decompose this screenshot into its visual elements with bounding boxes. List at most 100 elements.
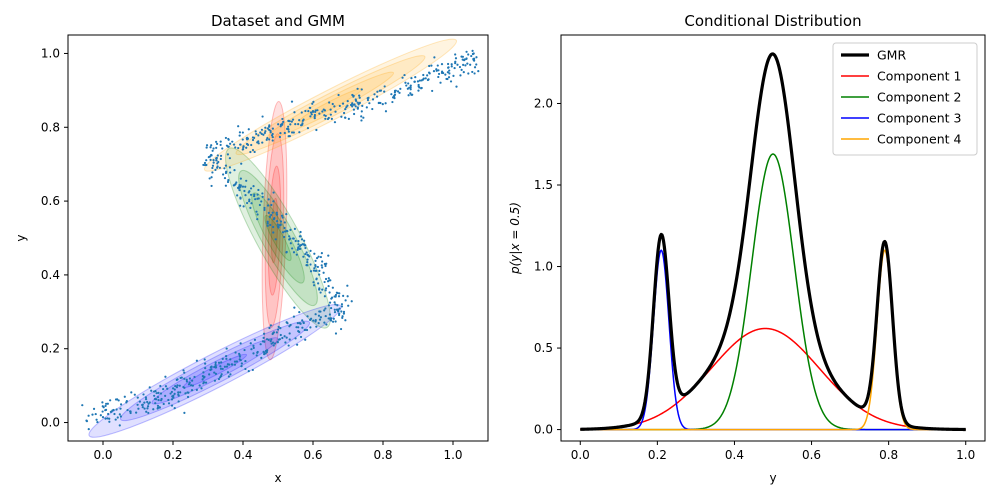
scatter-point <box>272 225 275 229</box>
scatter-point <box>112 408 115 412</box>
scatter-point <box>215 142 219 145</box>
scatter-point <box>159 384 162 388</box>
scatter-point <box>306 127 310 130</box>
scatter-point <box>409 84 412 87</box>
scatter-point <box>391 100 394 104</box>
scatter-point <box>159 399 163 402</box>
scatter-point <box>409 88 412 91</box>
scatter-point <box>428 72 431 75</box>
scatter-point <box>470 54 473 58</box>
scatter-point <box>344 107 347 111</box>
scatter-point <box>233 363 237 366</box>
scatter-point <box>239 342 242 345</box>
right-y-tick-label: 0.5 <box>534 341 553 355</box>
scatter-point <box>164 385 168 388</box>
scatter-point <box>452 74 455 77</box>
scatter-point <box>324 289 327 292</box>
scatter-point <box>472 52 475 55</box>
scatter-point <box>191 379 194 382</box>
scatter-point <box>277 226 280 229</box>
scatter-point <box>289 228 292 231</box>
scatter-point <box>261 192 264 195</box>
scatter-point <box>450 65 453 68</box>
scatter-point <box>312 100 315 103</box>
scatter-point <box>279 223 282 227</box>
scatter-point <box>256 213 259 216</box>
left-chart-title: Dataset and GMM <box>211 12 345 30</box>
scatter-point <box>318 318 322 321</box>
scatter-point <box>145 410 148 413</box>
scatter-point <box>473 66 477 69</box>
scatter-point <box>169 392 172 395</box>
scatter-point <box>298 311 301 314</box>
scatter-point <box>214 366 217 369</box>
legend-label: GMR <box>877 48 906 63</box>
scatter-point <box>272 344 275 347</box>
scatter-point <box>344 299 347 302</box>
scatter-point <box>327 304 331 307</box>
left-chart: Dataset and GMM 0.0 0.2 0.4 0.6 0.8 1.0 0.00.… <box>14 12 489 485</box>
scatter-point <box>254 198 257 201</box>
scatter-point <box>244 367 247 371</box>
scatter-point <box>477 69 480 73</box>
scatter-point <box>319 316 322 319</box>
scatter-point <box>170 398 174 401</box>
scatter-point <box>276 328 280 331</box>
scatter-point <box>437 69 440 72</box>
scatter-point <box>129 410 132 413</box>
scatter-point <box>256 218 259 221</box>
left-x-tick-label: 0.8 <box>373 448 392 462</box>
scatter-point <box>106 402 109 405</box>
scatter-point <box>275 213 279 216</box>
scatter-point <box>289 323 292 327</box>
scatter-point <box>323 295 326 298</box>
scatter-point <box>162 402 165 406</box>
scatter-point <box>304 246 307 250</box>
scatter-point <box>270 213 273 217</box>
scatter-point <box>166 387 169 390</box>
scatter-point <box>291 247 294 250</box>
scatter-point <box>321 110 324 113</box>
scatter-point <box>260 132 263 135</box>
scatter-point <box>113 412 116 416</box>
scatter-point <box>333 121 337 124</box>
scatter-point <box>268 215 272 218</box>
scatter-point <box>117 399 120 402</box>
scatter-point <box>293 227 297 230</box>
scatter-point <box>312 319 315 322</box>
scatter-point <box>170 404 174 407</box>
scatter-point <box>198 384 201 387</box>
scatter-point <box>362 116 365 119</box>
scatter-point <box>279 326 282 330</box>
scatter-point <box>331 286 334 289</box>
scatter-point <box>261 141 264 144</box>
scatter-point <box>458 65 462 69</box>
scatter-point <box>461 55 465 58</box>
scatter-point <box>224 164 228 167</box>
scatter-point <box>280 214 284 217</box>
scatter-point <box>384 102 387 105</box>
scatter-point <box>229 373 232 376</box>
scatter-point <box>347 304 350 307</box>
scatter-point <box>340 303 344 306</box>
scatter-point <box>153 397 157 401</box>
scatter-point <box>356 87 359 90</box>
scatter-point <box>228 166 232 169</box>
scatter-point <box>358 94 361 97</box>
scatter-point <box>309 111 313 114</box>
right-x-tick-label: 0.2 <box>648 448 667 462</box>
scatter-point <box>334 320 337 323</box>
scatter-point <box>262 133 265 136</box>
scatter-point <box>219 367 223 370</box>
scatter-point <box>344 116 347 119</box>
scatter-point <box>244 185 247 188</box>
scatter-point <box>283 230 287 233</box>
scatter-point <box>249 206 252 209</box>
scatter-point <box>255 132 258 136</box>
scatter-point <box>241 147 245 151</box>
scatter-point <box>351 93 354 97</box>
scatter-point <box>393 95 396 99</box>
right-x-tick-label: 0.0 <box>571 448 590 462</box>
scatter-point <box>200 387 203 390</box>
scatter-point <box>272 218 275 221</box>
